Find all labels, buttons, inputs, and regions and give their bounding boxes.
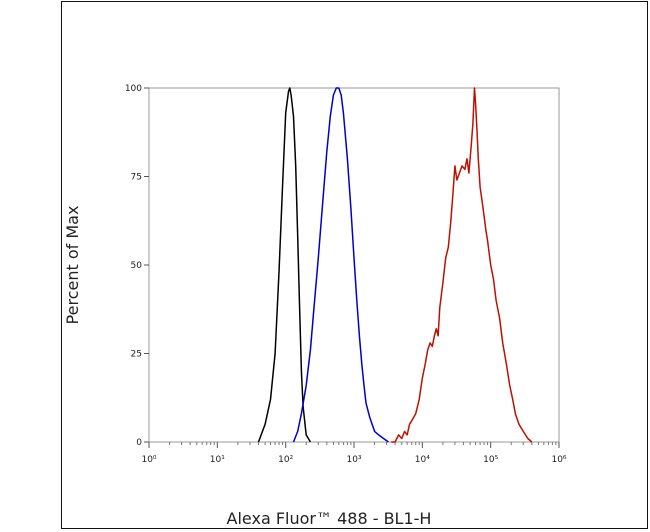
y-tick-label: 25 (131, 350, 142, 360)
y-tick-label: 0 (136, 438, 142, 448)
x-tick-label: 10⁰ (141, 455, 156, 465)
x-tick-label: 10⁶ (551, 455, 566, 465)
y-tick-label: 75 (131, 173, 142, 183)
series-1-line (257, 87, 312, 443)
figure-frame: 0 25 50 75 100 10⁰ 10¹ 10² 10³ 10⁴ 10⁵ 10⁶ Percent … (61, 1, 648, 529)
x-tick-label: 10⁵ (483, 455, 498, 465)
histogram-chart: 0 25 50 75 100 10⁰ 10¹ 10² 10³ 10⁴ 10⁵ 10⁶ Percent … (63, 84, 567, 528)
x-tick-label: 10⁴ (415, 455, 430, 465)
series-3-line (391, 87, 533, 443)
series-group (257, 87, 533, 443)
x-axis-title: Alexa Fluor™ 488 - BL1-H (227, 509, 432, 528)
y-axis-title: Percent of Max (63, 206, 82, 325)
y-tick-label: 100 (125, 84, 142, 94)
series-2-line (292, 87, 389, 443)
axis-tick-labels: 0 25 50 75 100 10⁰ 10¹ 10² 10³ 10⁴ 10⁵ 10⁶ (125, 84, 567, 465)
axis-ticks (144, 87, 560, 448)
x-tick-label: 10² (278, 455, 293, 465)
y-tick-label: 50 (131, 261, 143, 271)
x-tick-label: 10³ (346, 455, 361, 465)
x-tick-label: 10¹ (210, 455, 225, 465)
